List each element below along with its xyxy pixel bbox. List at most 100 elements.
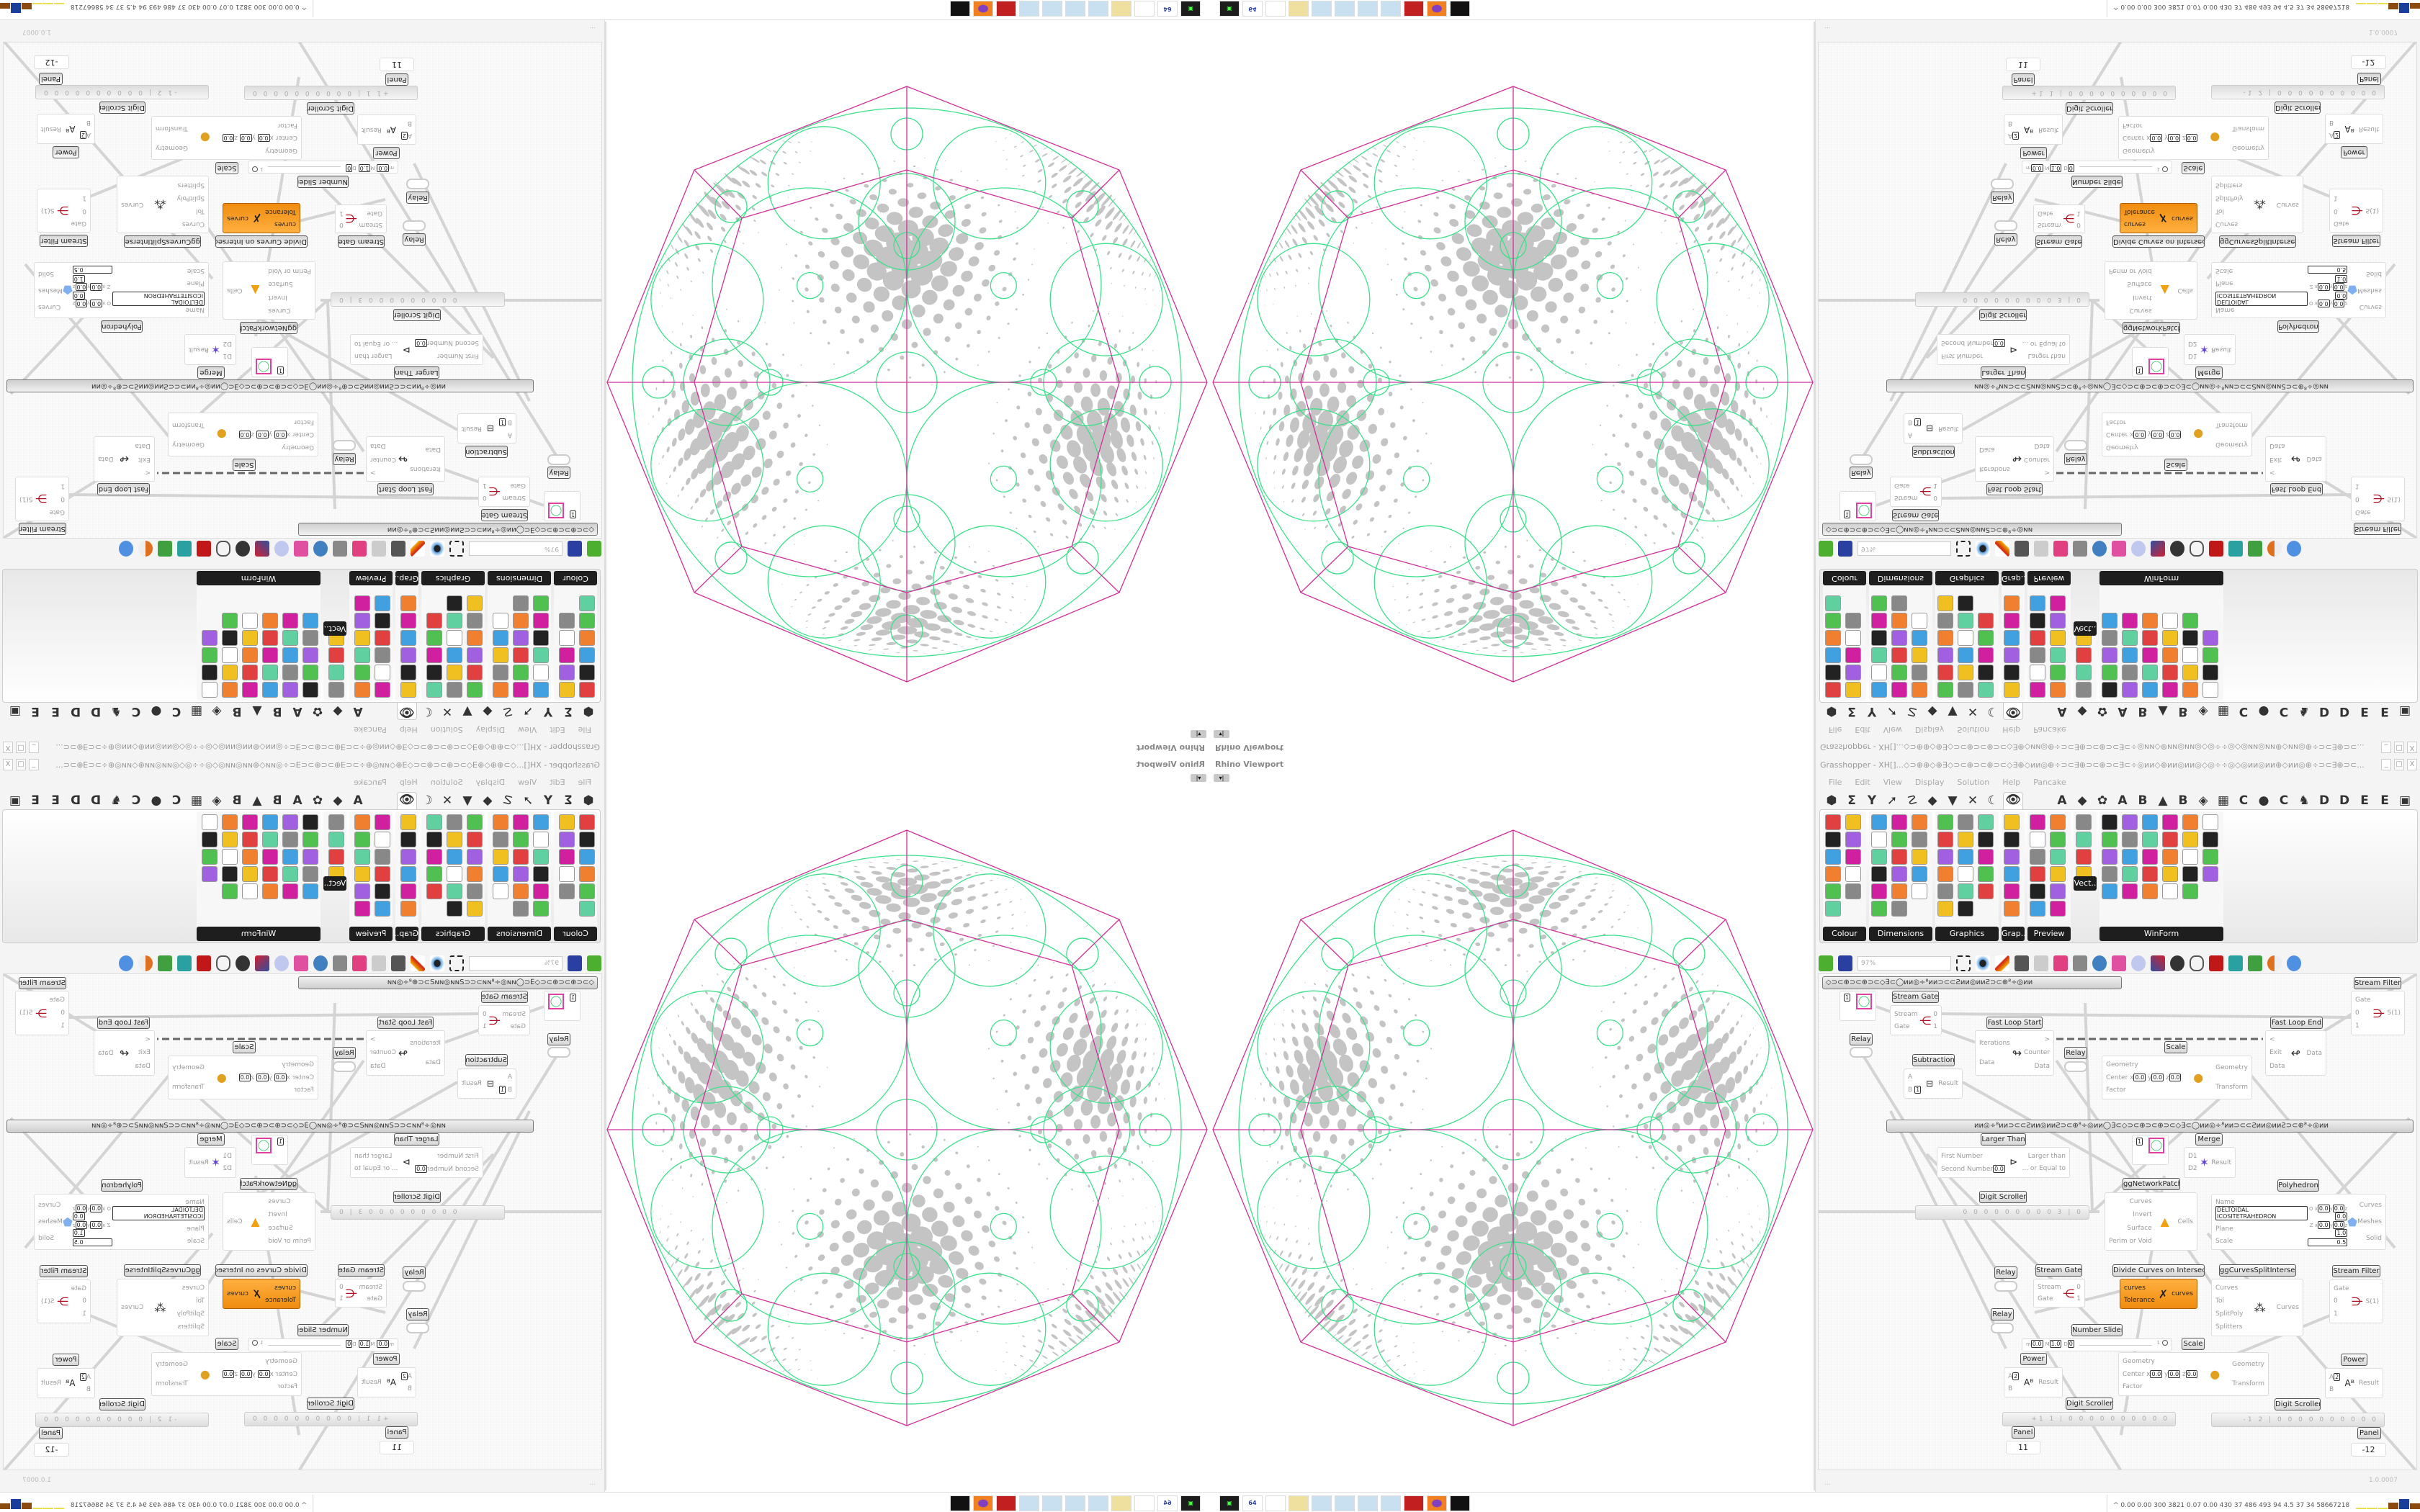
rhino-viewport[interactable]: Rhino Viewport ▾|	[605, 756, 1210, 1490]
origin-z[interactable]: 0.0	[2335, 292, 2348, 300]
tab-icon[interactable]: C	[2279, 793, 2289, 808]
cluster-icon[interactable]	[391, 541, 405, 557]
component-icon[interactable]	[2202, 832, 2218, 847]
group-label[interactable]: Colour	[1823, 571, 1866, 585]
component-icon[interactable]	[2162, 682, 2178, 698]
component-icon[interactable]	[202, 849, 218, 865]
new-file-icon[interactable]	[1819, 541, 1833, 557]
tab-icon[interactable]: ▣	[9, 704, 22, 719]
red-app-icon[interactable]	[1404, 1, 1424, 17]
tab-icon[interactable]: ☾	[421, 704, 433, 719]
box-icon[interactable]	[197, 955, 211, 971]
component-icon[interactable]	[1978, 866, 1994, 882]
port-result[interactable]: Result	[189, 1158, 209, 1166]
port-geometry-out[interactable]: Geometry	[156, 1361, 188, 1369]
component-icon[interactable]	[282, 647, 298, 663]
port-stream[interactable]: Stream	[1894, 1010, 1918, 1018]
component-icon[interactable]	[282, 814, 298, 830]
component-icon[interactable]	[2050, 883, 2066, 899]
component-icon[interactable]	[533, 901, 549, 917]
tab-icon[interactable]: ▲	[252, 704, 262, 719]
tab-icon[interactable]: ⬢	[583, 793, 594, 808]
component-icon[interactable]	[533, 613, 549, 629]
component-icon[interactable]	[1912, 866, 1927, 882]
component-icon[interactable]	[2030, 814, 2045, 830]
tab-icon[interactable]: B	[2178, 793, 2188, 808]
subtraction-label[interactable]: Subtraction	[465, 1054, 508, 1066]
component-icon[interactable]	[2050, 647, 2066, 663]
component-icon[interactable]	[354, 595, 370, 611]
component-icon[interactable]	[1978, 613, 1994, 629]
name-value[interactable]: DELTOIDAL ICOSITETRAHEDRON	[112, 1206, 205, 1221]
component-icon[interactable]	[302, 682, 318, 698]
inkscape-icon[interactable]	[1450, 1495, 1470, 1511]
merge-label[interactable]: Merge	[2195, 1133, 2223, 1146]
port-scale[interactable]: Scale	[2215, 1237, 2233, 1245]
group-label[interactable]: WinForm	[197, 927, 321, 941]
cluster-icon[interactable]	[391, 955, 405, 971]
grasshopper-canvas[interactable]: ◇⊃⊂⊕⊃⊂⊕⊃⊂◇∃⊂◯ᴎᴎ◎÷⁸ᴎᴎ⊃⊂⊂Ƨᴎᴎ◎ᴎᴎƧ⊃⊂⊕⁸÷◎ᴎᴎ ᴎ…	[3, 42, 602, 539]
menu-display[interactable]: Display	[1914, 725, 1945, 734]
component-icon[interactable]	[2102, 832, 2118, 847]
port-solid[interactable]: Solid	[2366, 269, 2382, 277]
port-iterations[interactable]: Iterations	[1979, 1039, 2010, 1047]
fast-loop-start-label[interactable]: Fast Loop Start	[377, 483, 434, 495]
component-icon[interactable]	[2050, 849, 2066, 865]
loft-icon[interactable]	[2248, 541, 2262, 557]
tab-icon[interactable]: B	[232, 704, 242, 719]
zaxis-z[interactable]: 1.0	[2335, 1229, 2348, 1238]
tab-icon[interactable]: A	[2057, 704, 2067, 719]
box-icon[interactable]	[2209, 955, 2223, 971]
port-surface[interactable]: Surface	[268, 1224, 293, 1232]
larger-than-label[interactable]: Larger Than	[1981, 1133, 2026, 1146]
polyhedron-label[interactable]: Polyhedron	[2277, 1179, 2319, 1192]
circle-param-node[interactable]: 1	[544, 991, 581, 1021]
component-icon[interactable]	[302, 849, 318, 865]
save-icon[interactable]	[1838, 955, 1852, 971]
component-icon[interactable]	[493, 613, 508, 629]
component-icon[interactable]	[467, 832, 483, 847]
rhino-viewport[interactable]: Rhino Viewport ▾|	[605, 22, 1210, 756]
component-icon[interactable]	[2030, 630, 2045, 646]
tab-icon[interactable]: B	[232, 793, 242, 808]
shell-icon[interactable]	[2190, 955, 2204, 971]
tab-icon[interactable]: C	[171, 793, 182, 808]
curves-split-label[interactable]: ggCurvesSplitIntersect	[2219, 235, 2296, 248]
component-icon[interactable]	[282, 866, 298, 882]
fast-loop-start-node[interactable]: Iterations Data ↬ > Counter Data	[1975, 1030, 2054, 1076]
component-icon[interactable]	[559, 630, 575, 646]
origin-y[interactable]: 0.0	[75, 1204, 88, 1212]
component-icon[interactable]	[1937, 630, 1953, 646]
component-icon[interactable]	[2122, 647, 2138, 663]
component-icon[interactable]	[533, 630, 549, 646]
component-icon[interactable]	[242, 866, 258, 882]
tab-icon[interactable]: A	[292, 793, 302, 808]
component-icon[interactable]	[2102, 647, 2118, 663]
component-icon[interactable]	[1937, 613, 1953, 629]
b-value[interactable]: 1	[498, 1085, 506, 1094]
component-icon[interactable]	[1891, 613, 1907, 629]
port-result[interactable]: Result	[1938, 425, 1958, 432]
port-splitpoly[interactable]: SplitPoly	[2215, 1310, 2244, 1318]
tab-icon[interactable]: ●	[2258, 793, 2269, 808]
port-curves[interactable]: Curves	[38, 1201, 61, 1209]
component-icon[interactable]	[533, 647, 549, 663]
menu-view[interactable]: View	[1883, 778, 1902, 787]
port-1[interactable]: 1	[2076, 210, 2081, 217]
group-label[interactable]: Colour	[1823, 927, 1866, 941]
port-prev[interactable]: <	[145, 1036, 151, 1044]
component-icon[interactable]	[447, 883, 462, 899]
center-z[interactable]: 0.0	[238, 1073, 251, 1081]
port-or-equal[interactable]: ... or Equal to	[2022, 339, 2066, 347]
panel-value[interactable]: -12	[2351, 1443, 2386, 1457]
port-b[interactable]: B	[1908, 1086, 1913, 1094]
tab-icon[interactable]: C	[2238, 793, 2249, 808]
component-icon[interactable]	[1958, 682, 1973, 698]
component-icon[interactable]	[1825, 814, 1841, 830]
folder-icon[interactable]	[1111, 1495, 1131, 1511]
save-icon[interactable]	[568, 955, 582, 971]
scale-value[interactable]: 0.5	[72, 1238, 112, 1247]
port-perim-void[interactable]: Perim or Void	[2109, 1237, 2152, 1245]
